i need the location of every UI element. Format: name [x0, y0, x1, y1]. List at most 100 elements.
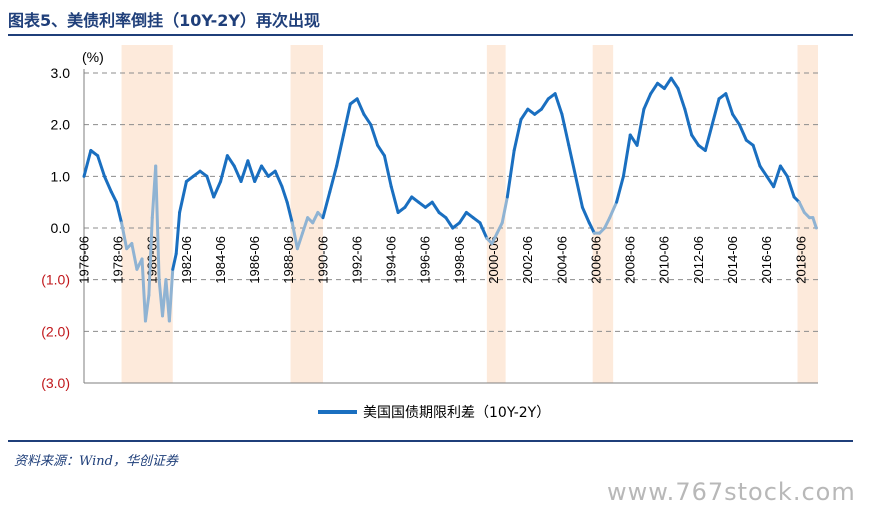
- series-segment: [389, 185, 400, 214]
- y-tick-label: 1.0: [51, 168, 71, 184]
- series-segment: [130, 242, 139, 271]
- y-tick-label: 3.0: [51, 65, 71, 81]
- series-segment: [403, 195, 414, 209]
- series-segment: [676, 87, 687, 111]
- series-segment: [140, 257, 147, 323]
- x-tick-label: 1992-06: [349, 236, 364, 284]
- series-segment: [519, 107, 530, 121]
- series-segment: [778, 164, 789, 178]
- x-tick-label: 1978-06: [110, 236, 125, 284]
- series-segment: [621, 133, 632, 178]
- series-segment: [587, 221, 596, 235]
- series-segment: [690, 133, 701, 147]
- x-tick-label: 2002-06: [520, 236, 535, 284]
- y-tick-label: 2.0: [51, 117, 71, 133]
- series-segment: [553, 92, 564, 116]
- series-segment: [311, 211, 320, 225]
- series-segment: [751, 143, 762, 168]
- series-segment: [500, 195, 509, 225]
- x-tick-label: 2016-06: [759, 236, 774, 284]
- series-segment: [219, 154, 229, 183]
- series-segment: [212, 180, 223, 199]
- series-segment: [797, 200, 806, 214]
- series-segment: [143, 293, 151, 323]
- series-segment: [82, 149, 93, 178]
- series-segment: [321, 190, 332, 220]
- y-tick-label: (3.0): [41, 375, 70, 391]
- series-segment: [102, 174, 113, 194]
- series-segment: [109, 190, 118, 204]
- series-segment: [273, 169, 284, 189]
- series-segment: [669, 76, 680, 90]
- series-segment: [260, 164, 270, 178]
- series-segment: [574, 174, 584, 209]
- series-segment: [328, 164, 339, 194]
- footer-divider: [8, 440, 853, 442]
- series-segment: [758, 164, 769, 178]
- series-segment: [280, 185, 289, 204]
- series-segment: [382, 154, 393, 189]
- series-segment: [225, 154, 236, 168]
- x-tick-label: 1976-06: [76, 236, 91, 284]
- series-segment: [731, 112, 741, 127]
- series-segment: [703, 123, 714, 152]
- grid-lines: [84, 72, 818, 332]
- series-segment: [171, 252, 178, 271]
- x-tick-label: 2018-06: [793, 236, 808, 284]
- series-segment: [174, 211, 182, 256]
- axes: [83, 69, 818, 384]
- series-segment: [567, 143, 578, 178]
- series-segment: [295, 231, 304, 251]
- x-tick-label: 1996-06: [418, 236, 433, 284]
- series-segment: [458, 211, 468, 225]
- series-segment: [495, 221, 504, 235]
- x-tick-label: 2004-06: [554, 236, 569, 284]
- series-segment: [683, 107, 694, 137]
- series-segment: [608, 200, 619, 220]
- series-segment: [772, 164, 782, 189]
- series-segment: [300, 216, 310, 235]
- series-segment: [649, 81, 660, 96]
- series-segment: [765, 174, 776, 189]
- series-segment: [512, 118, 523, 152]
- watermark: www.767stock.com: [607, 478, 856, 506]
- inversion-bands: [121, 45, 818, 383]
- series-lines: [82, 76, 818, 323]
- series-segment: [710, 97, 721, 127]
- series-segment: [178, 180, 188, 214]
- inversion-band: [592, 45, 614, 383]
- series-segment: [505, 149, 516, 199]
- x-tick-label: 2012-06: [691, 236, 706, 284]
- legend: 美国国债期限利差（10Y-2Y）: [318, 405, 550, 421]
- inversion-band: [486, 45, 506, 383]
- series-segment: [239, 159, 250, 183]
- series-segment: [580, 205, 591, 225]
- y-tick-label: (2.0): [41, 323, 70, 339]
- x-tick-label: 2014-06: [725, 236, 740, 284]
- series-segment: [341, 102, 352, 137]
- series-segment: [662, 76, 673, 90]
- x-tick-label: 1988-06: [281, 236, 296, 284]
- legend-label: 美国国债期限利差（10Y-2Y）: [363, 405, 550, 421]
- inversion-band: [121, 45, 173, 383]
- series-segment: [560, 112, 571, 147]
- series-segment: [167, 267, 175, 323]
- series-segment: [478, 221, 489, 240]
- x-tick-label: 2000-06: [486, 236, 501, 284]
- source-note: 资料来源：Wind，华创证券: [14, 454, 178, 469]
- series-segment: [785, 174, 796, 199]
- x-tick-label: 2010-06: [657, 236, 672, 284]
- x-tick-label: 1994-06: [384, 236, 399, 284]
- series-segment: [120, 221, 129, 251]
- series-segment: [376, 143, 386, 158]
- series-segment: [369, 123, 380, 147]
- series-segment: [205, 174, 216, 199]
- series-segment: [603, 216, 612, 230]
- series-segment: [355, 97, 366, 116]
- series-segment: [253, 164, 264, 183]
- x-tick-label: 1998-06: [452, 236, 467, 284]
- series-segment: [724, 92, 735, 116]
- series-segment: [114, 200, 124, 225]
- series-segment: [737, 123, 748, 142]
